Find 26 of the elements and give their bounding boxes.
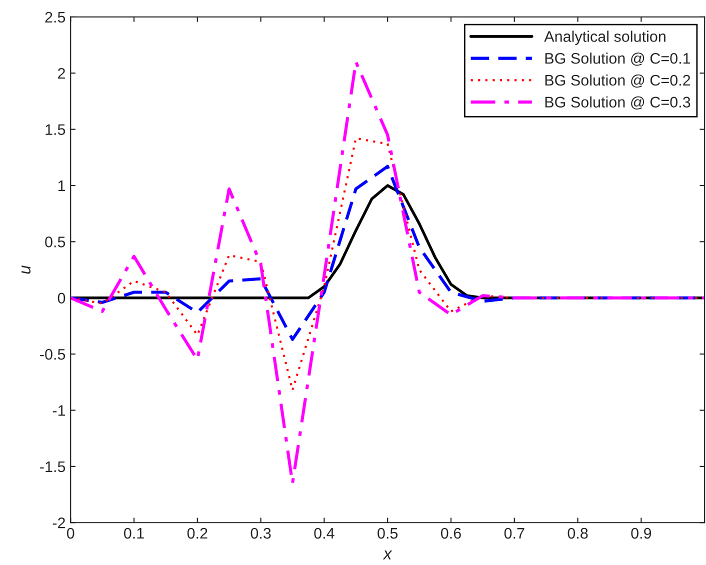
- legend-label: Analytical solution: [544, 30, 666, 45]
- legend-label: BG Solution @ C=0.1: [545, 52, 690, 66]
- y-tick-label: -0.5: [40, 348, 66, 360]
- x-tick-label: 0.2: [187, 528, 208, 539]
- x-tick-label: 0.9: [631, 528, 652, 539]
- x-tick-label: 0.3: [250, 528, 271, 539]
- x-tick-label: 0.7: [504, 528, 524, 539]
- y-tick-label: -1: [52, 405, 65, 416]
- x-tick-label: 0: [66, 528, 74, 539]
- x-tick-label: 0.1: [124, 528, 144, 539]
- x-tick-label: 0.5: [378, 528, 398, 539]
- y-tick-label: 0: [58, 292, 66, 304]
- x-tick-label: 0.8: [568, 528, 588, 539]
- y-tick-label: 2.5: [45, 12, 66, 23]
- y-axis-title: u: [22, 265, 31, 274]
- y-tick-label: 1: [58, 180, 65, 192]
- y-tick-label: -2: [52, 517, 65, 528]
- x-axis-title: x: [382, 550, 392, 560]
- y-tick-label: 1.5: [46, 124, 66, 136]
- x-tick-label: 0.6: [440, 528, 461, 539]
- y-tick-label: -1.5: [40, 461, 66, 472]
- legend-label: BG Solution @ C=0.3: [545, 96, 690, 110]
- legend-label: BG Solution @ C=0.2: [545, 74, 690, 88]
- y-tick-label: 0.5: [45, 236, 66, 248]
- x-tick-label: 0.4: [314, 528, 334, 539]
- y-tick-label: 2: [58, 68, 65, 79]
